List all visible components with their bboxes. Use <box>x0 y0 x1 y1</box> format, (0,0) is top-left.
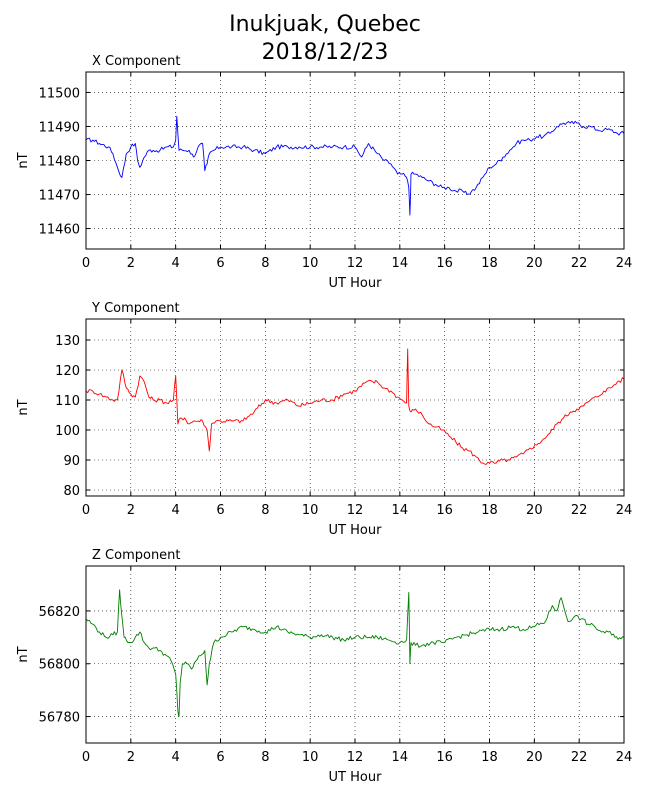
x-tick-label: 2 <box>127 256 135 271</box>
series-line <box>85 589 625 718</box>
x-tick-label: 6 <box>216 256 224 271</box>
y-tick-label: 56800 <box>39 658 80 673</box>
x-tick-label: 4 <box>172 256 180 271</box>
y-tick-label: 56820 <box>39 605 80 620</box>
panel-title: Z Component <box>92 548 181 563</box>
y-tick-label: 80 <box>63 484 80 499</box>
x-tick-label: 6 <box>216 750 224 765</box>
x-tick-label: 4 <box>172 750 180 765</box>
axes-frame <box>85 318 625 497</box>
y-axis-label: nT <box>16 399 31 415</box>
x-tick-label: 14 <box>392 503 409 518</box>
x-tick-label: 16 <box>436 503 453 518</box>
figure-title-date: 2018/12/23 <box>261 40 389 65</box>
x-tick-label: 24 <box>616 503 633 518</box>
x-tick-label: 18 <box>481 750 498 765</box>
y-tick-label: 110 <box>55 394 80 409</box>
series-line <box>85 115 625 216</box>
y-tick-label: 90 <box>63 454 80 469</box>
x-axis-label: UT Hour <box>329 770 383 785</box>
x-tick-label: 12 <box>347 503 364 518</box>
x-tick-label: 22 <box>571 503 588 518</box>
x-tick-label: 22 <box>571 256 588 271</box>
x-tick-label: 2 <box>127 503 135 518</box>
x-tick-label: 24 <box>616 750 633 765</box>
y-tick-label: 11500 <box>39 86 80 101</box>
x-axis-label: UT Hour <box>329 276 383 291</box>
x-tick-label: 12 <box>347 256 364 271</box>
x-tick-label: 24 <box>616 256 633 271</box>
panel-x-component: 0 2 4 6 8 10 12 14 16 18 20 22 241146011470114801149… <box>16 54 632 291</box>
x-tick-label: 8 <box>261 256 269 271</box>
y-tick-label: 11460 <box>39 223 80 238</box>
x-tick-label: 4 <box>172 503 180 518</box>
y-tick-label: 130 <box>55 334 80 349</box>
x-tick-label: 12 <box>347 750 364 765</box>
x-tick-label: 18 <box>481 256 498 271</box>
x-tick-label: 20 <box>526 503 543 518</box>
series-line <box>85 348 625 465</box>
axes-frame <box>85 71 625 250</box>
x-tick-label: 16 <box>436 750 453 765</box>
x-tick-label: 0 <box>82 256 90 271</box>
x-axis-label: UT Hour <box>329 523 383 538</box>
x-tick-label: 0 <box>82 503 90 518</box>
y-tick-label: 120 <box>55 364 80 379</box>
x-tick-label: 14 <box>392 750 409 765</box>
x-tick-label: 18 <box>481 503 498 518</box>
x-tick-label: 8 <box>261 503 269 518</box>
y-axis-label: nT <box>16 152 31 168</box>
y-tick-label: 100 <box>55 424 80 439</box>
y-axis-label: nT <box>16 646 31 662</box>
x-tick-label: 22 <box>571 750 588 765</box>
figure-title-location: Inukjuak, Quebec <box>229 12 421 37</box>
x-tick-label: 2 <box>127 750 135 765</box>
x-tick-label: 10 <box>302 750 319 765</box>
y-tick-label: 11480 <box>39 155 80 170</box>
x-tick-label: 8 <box>261 750 269 765</box>
y-tick-label: 56780 <box>39 711 80 726</box>
x-tick-label: 20 <box>526 256 543 271</box>
x-tick-label: 14 <box>392 256 409 271</box>
x-tick-label: 10 <box>302 256 319 271</box>
x-tick-label: 16 <box>436 256 453 271</box>
x-tick-label: 0 <box>82 750 90 765</box>
panel-title: Y Component <box>91 301 180 316</box>
panel-title: X Component <box>92 54 181 69</box>
y-tick-label: 11470 <box>39 189 80 204</box>
y-tick-label: 11490 <box>39 120 80 135</box>
x-tick-label: 6 <box>216 503 224 518</box>
x-tick-label: 20 <box>526 750 543 765</box>
axes-frame <box>85 565 625 744</box>
x-tick-label: 10 <box>302 503 319 518</box>
